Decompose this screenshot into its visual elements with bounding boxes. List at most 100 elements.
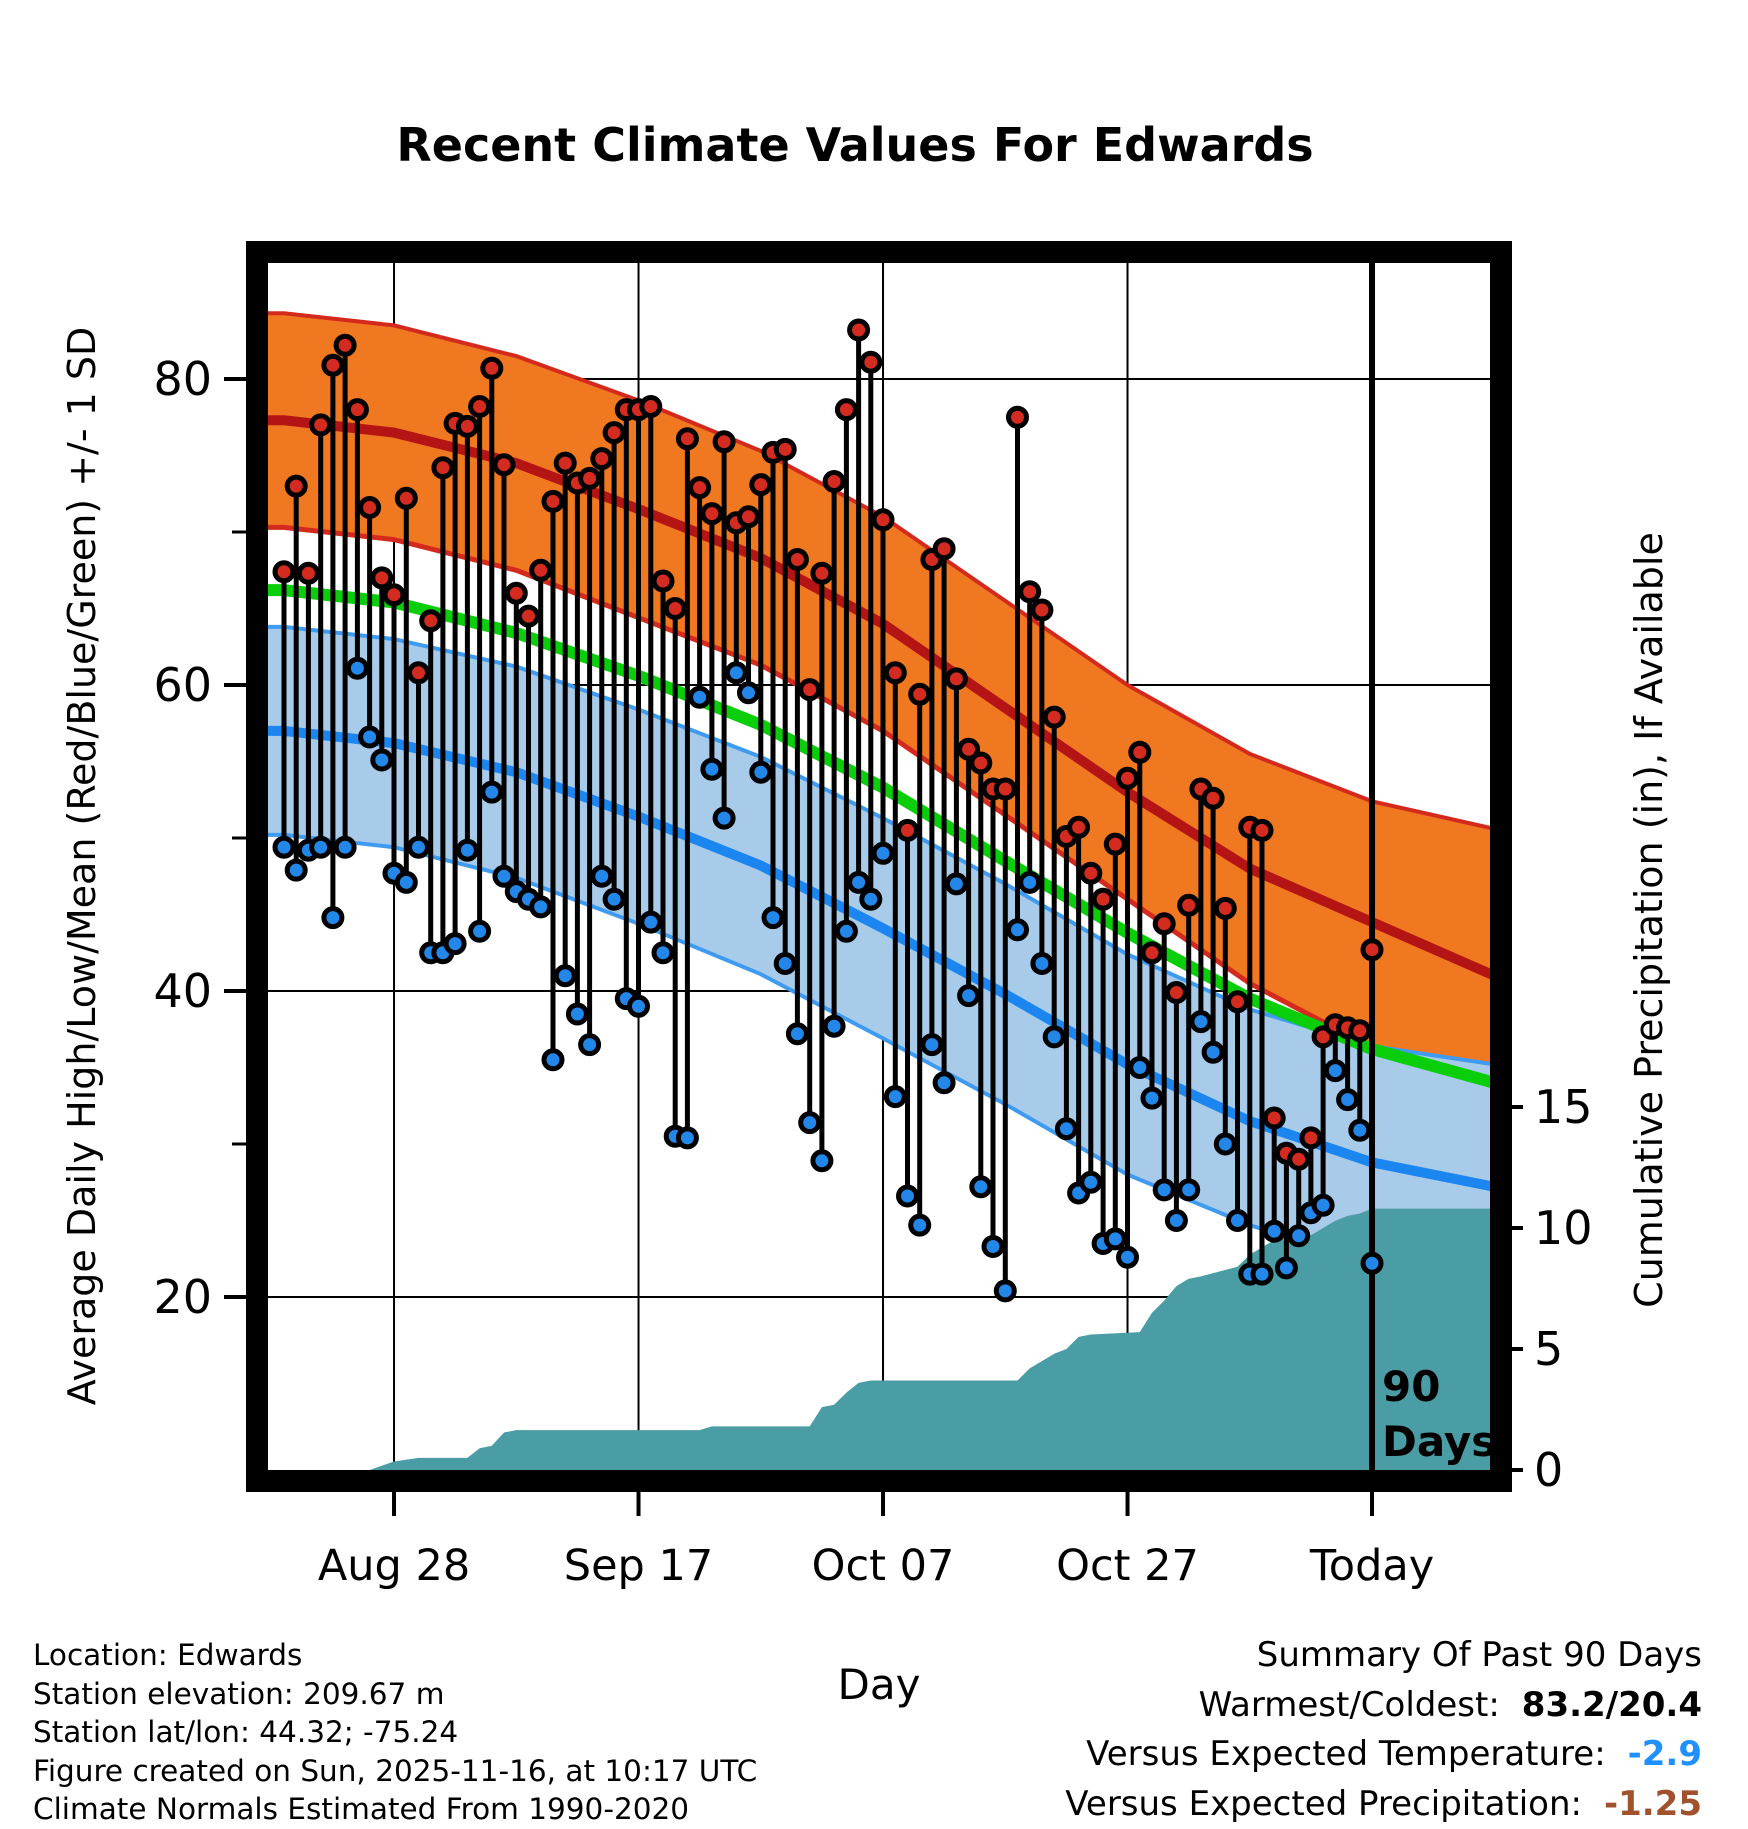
high-dot-day-2	[287, 477, 305, 495]
high-dot-day-16	[458, 417, 476, 435]
low-dot-day-89	[1351, 1121, 1369, 1139]
x-tick-label-aug-28: Aug 28	[318, 1541, 470, 1591]
vs-precip-value: -1.25	[1604, 1784, 1702, 1824]
high-dot-day-42	[776, 440, 794, 458]
low-dot-day-69	[1106, 1230, 1124, 1248]
low-dot-day-62	[1021, 873, 1039, 891]
low-dot-day-67	[1082, 1173, 1100, 1191]
low-dot-day-37	[715, 809, 733, 827]
low-dot-day-43	[788, 1025, 806, 1043]
high-dot-day-89	[1351, 1022, 1369, 1040]
high-dot-day-77	[1204, 789, 1222, 807]
low-dot-day-18	[483, 783, 501, 801]
high-dot-day-60	[996, 780, 1014, 798]
summary-warmest-coldest: Warmest/Coldest: 83.2/20.4	[1065, 1681, 1702, 1731]
high-dot-day-26	[581, 469, 599, 487]
low-dot-day-83	[1277, 1259, 1295, 1277]
high-dot-day-68	[1094, 890, 1112, 908]
climate-normals-note: Climate Normals Estimated From 1990-2020	[33, 1790, 757, 1829]
high-dot-day-53	[911, 685, 929, 703]
low-dot-day-46	[825, 1017, 843, 1035]
high-dot-day-90	[1363, 941, 1381, 959]
low-dot-day-54	[923, 1036, 941, 1054]
high-dot-day-28	[605, 424, 623, 442]
high-dot-day-45	[813, 564, 831, 582]
low-dot-day-26	[581, 1036, 599, 1054]
high-dot-day-35	[691, 479, 709, 497]
high-dot-day-64	[1045, 708, 1063, 726]
high-dot-day-17	[471, 398, 489, 416]
low-dot-day-61	[1009, 921, 1027, 939]
high-dot-day-49	[862, 353, 880, 371]
high-dot-day-33	[666, 600, 684, 618]
low-dot-day-28	[605, 890, 623, 908]
summary-vs-precip: Versus Expected Precipitation:-1.25	[1065, 1780, 1702, 1829]
right-tick-label: 0	[1534, 1443, 1563, 1497]
high-dot-day-73	[1155, 915, 1173, 933]
warmest-coldest-label: Warmest/Coldest:	[1199, 1685, 1500, 1725]
low-dot-day-63	[1033, 955, 1051, 973]
low-dot-day-45	[813, 1152, 831, 1170]
low-dot-day-38	[727, 664, 745, 682]
high-dot-day-48	[850, 321, 868, 339]
low-dot-day-71	[1131, 1059, 1149, 1077]
high-dot-day-75	[1180, 896, 1198, 914]
low-dot-day-75	[1180, 1181, 1198, 1199]
low-dot-day-22	[532, 898, 550, 916]
low-dot-day-64	[1045, 1028, 1063, 1046]
high-dot-day-46	[825, 473, 843, 491]
high-dot-day-66	[1070, 818, 1088, 836]
station-metadata: Location: Edwards Station elevation: 209…	[33, 1636, 757, 1829]
left-tick-label: 40	[153, 964, 212, 1018]
warmest-coldest-value: 83.2/20.4	[1522, 1685, 1702, 1725]
low-dot-day-53	[911, 1216, 929, 1234]
low-dot-day-4	[312, 838, 330, 856]
x-tick-label-today: Today	[1309, 1541, 1434, 1591]
low-dot-day-50	[874, 844, 892, 862]
high-dot-day-23	[544, 492, 562, 510]
low-dot-day-60	[996, 1282, 1014, 1300]
high-dot-day-39	[740, 508, 758, 526]
low-dot-day-16	[458, 841, 476, 859]
low-dot-day-59	[984, 1238, 1002, 1256]
high-dot-day-34	[678, 430, 696, 448]
y-axis-left-title: Average Daily High/Low/Mean (Red/Blue/Gr…	[60, 327, 104, 1406]
high-dot-day-79	[1229, 993, 1247, 1011]
low-dot-day-36	[703, 760, 721, 778]
high-dot-day-40	[752, 476, 770, 494]
station-latlon: Station lat/lon: 44.32; -75.24	[33, 1713, 757, 1752]
high-dot-day-44	[801, 681, 819, 699]
low-dot-day-8	[361, 728, 379, 746]
high-dot-day-10	[385, 586, 403, 604]
high-dot-day-58	[972, 754, 990, 772]
high-dot-day-43	[788, 551, 806, 569]
high-dot-day-50	[874, 511, 892, 529]
high-dot-day-37	[715, 433, 733, 451]
low-dot-day-78	[1216, 1135, 1234, 1153]
low-dot-day-5	[324, 909, 342, 927]
low-dot-day-57	[960, 987, 978, 1005]
low-dot-day-9	[373, 751, 391, 769]
high-dot-day-24	[556, 454, 574, 472]
low-dot-day-48	[850, 873, 868, 891]
station-elevation: Station elevation: 209.67 m	[33, 1675, 757, 1714]
high-dot-day-13	[422, 612, 440, 630]
low-dot-day-58	[972, 1178, 990, 1196]
high-dot-day-32	[654, 572, 672, 590]
low-dot-day-76	[1192, 1013, 1210, 1031]
figure-created: Figure created on Sun, 2025-11-16, at 10…	[33, 1752, 757, 1791]
high-dot-day-21	[520, 607, 538, 625]
low-dot-day-88	[1339, 1091, 1357, 1109]
low-dot-day-39	[740, 684, 758, 702]
y-axis-right-title: Cumulative Precipitation (in), If Availa…	[1627, 532, 1671, 1308]
high-dot-day-72	[1143, 944, 1161, 962]
high-dot-day-62	[1021, 583, 1039, 601]
high-dot-day-9	[373, 569, 391, 587]
right-tick-label: 10	[1534, 1201, 1593, 1255]
high-dot-day-22	[532, 561, 550, 579]
high-dot-day-14	[434, 459, 452, 477]
low-dot-day-90	[1363, 1254, 1381, 1272]
vs-temp-label: Versus Expected Temperature:	[1086, 1734, 1606, 1774]
low-dot-day-81	[1253, 1265, 1271, 1283]
